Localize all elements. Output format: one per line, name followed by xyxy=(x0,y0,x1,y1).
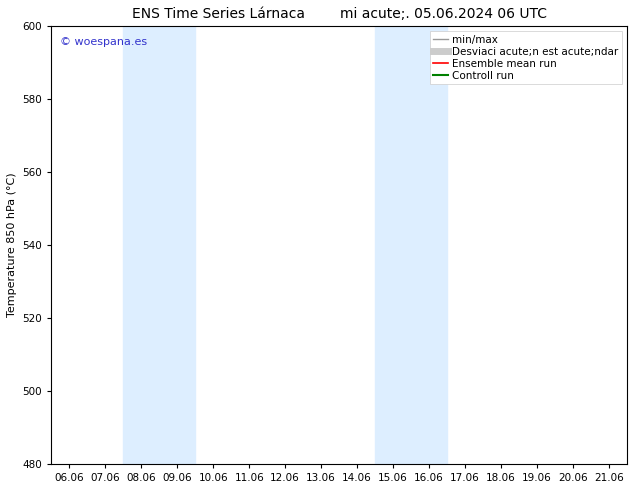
Title: ENS Time Series Lárnaca        mi acute;. 05.06.2024 06 UTC: ENS Time Series Lárnaca mi acute;. 05.06… xyxy=(132,7,547,21)
Text: © woespana.es: © woespana.es xyxy=(60,37,147,47)
Bar xyxy=(375,26,447,464)
Legend: min/max, Desviaci acute;n est acute;ndar, Ensemble mean run, Controll run: min/max, Desviaci acute;n est acute;ndar… xyxy=(430,31,622,84)
Y-axis label: Temperature 850 hPa (°C): Temperature 850 hPa (°C) xyxy=(7,173,17,318)
Bar xyxy=(123,26,195,464)
